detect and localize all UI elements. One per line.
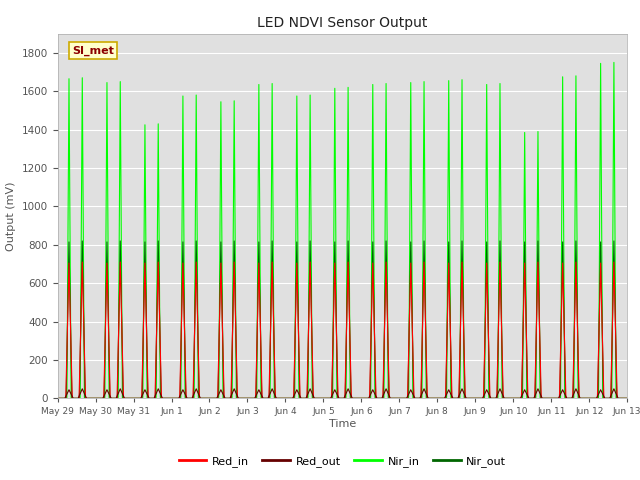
Title: LED NDVI Sensor Output: LED NDVI Sensor Output	[257, 16, 428, 30]
Red_in	[54, 396, 61, 401]
Nir_out	[267, 310, 275, 315]
Text: SI_met: SI_met	[72, 46, 114, 56]
Nir_in	[54, 396, 61, 401]
Line: Nir_out: Nir_out	[58, 241, 627, 398]
Nir_out	[79, 238, 86, 244]
Red_out	[54, 396, 61, 401]
Red_out	[267, 389, 275, 395]
Nir_in	[621, 396, 629, 401]
Y-axis label: Output (mV): Output (mV)	[6, 181, 16, 251]
Nir_out	[421, 297, 429, 302]
Nir_out	[502, 396, 510, 401]
Red_out	[621, 396, 629, 401]
Nir_out	[170, 396, 177, 401]
Nir_out	[54, 396, 61, 401]
Nir_in	[623, 396, 631, 401]
Nir_in	[421, 228, 429, 234]
Red_in	[170, 396, 177, 401]
Red_out	[502, 396, 510, 401]
Nir_in	[170, 396, 177, 401]
Legend: Red_in, Red_out, Nir_in, Nir_out: Red_in, Red_out, Nir_in, Nir_out	[174, 451, 511, 471]
Red_out	[175, 394, 183, 400]
Red_in	[621, 396, 629, 401]
Red_in	[421, 304, 429, 310]
Red_in	[267, 314, 275, 320]
Line: Red_out: Red_out	[58, 389, 627, 398]
Nir_in	[267, 287, 275, 292]
Red_out	[170, 396, 177, 401]
Nir_out	[175, 396, 183, 401]
Red_in	[623, 396, 631, 401]
Red_in	[175, 396, 183, 401]
Red_in	[79, 259, 86, 265]
Nir_in	[610, 60, 618, 65]
Line: Red_in: Red_in	[58, 262, 627, 398]
Red_out	[421, 388, 429, 394]
Line: Nir_in: Nir_in	[58, 62, 627, 398]
Nir_in	[502, 396, 509, 401]
X-axis label: Time: Time	[329, 419, 356, 429]
Red_in	[502, 396, 510, 401]
Red_out	[623, 396, 631, 401]
Nir_in	[175, 396, 183, 401]
Red_out	[79, 386, 86, 392]
Nir_out	[623, 396, 631, 401]
Nir_out	[621, 396, 629, 401]
